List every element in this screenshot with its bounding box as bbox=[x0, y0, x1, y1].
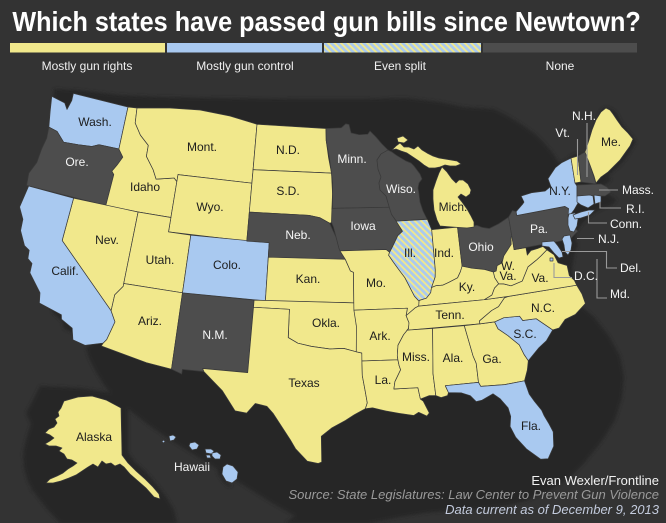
svg-text:La.: La. bbox=[375, 373, 392, 387]
svg-text:Kan.: Kan. bbox=[296, 272, 321, 286]
svg-text:Wiso.: Wiso. bbox=[386, 182, 416, 196]
svg-text:Mont.: Mont. bbox=[187, 140, 217, 154]
svg-text:R.I.: R.I. bbox=[626, 202, 645, 216]
svg-text:Even split: Even split bbox=[374, 59, 427, 73]
svg-text:N.C.: N.C. bbox=[531, 301, 555, 315]
svg-text:N.M.: N.M. bbox=[202, 328, 227, 342]
svg-text:Mo.: Mo. bbox=[366, 276, 386, 290]
svg-text:Evan Wexler/Frontline: Evan Wexler/Frontline bbox=[531, 473, 659, 488]
svg-text:Ga.: Ga. bbox=[482, 352, 501, 366]
svg-text:Colo.: Colo. bbox=[213, 258, 241, 272]
svg-text:Okla.: Okla. bbox=[312, 316, 340, 330]
svg-text:S.C.: S.C. bbox=[513, 327, 536, 341]
svg-text:Va.: Va. bbox=[531, 271, 548, 285]
svg-text:Utah.: Utah. bbox=[146, 253, 175, 267]
svg-text:Mostly gun rights: Mostly gun rights bbox=[42, 59, 133, 73]
svg-text:W.: W. bbox=[501, 259, 515, 273]
svg-text:Ill.: Ill. bbox=[404, 246, 416, 260]
svg-text:Texas: Texas bbox=[288, 376, 319, 390]
svg-text:Nev.: Nev. bbox=[95, 233, 119, 247]
svg-text:N.D.: N.D. bbox=[276, 143, 300, 157]
svg-text:Fla.: Fla. bbox=[521, 419, 541, 433]
svg-text:Ala.: Ala. bbox=[443, 351, 464, 365]
svg-text:D.C.: D.C. bbox=[574, 269, 598, 283]
svg-text:Ind.: Ind. bbox=[434, 246, 454, 260]
svg-text:Conn.: Conn. bbox=[610, 217, 642, 231]
svg-text:Alaska: Alaska bbox=[76, 430, 112, 444]
svg-text:Idaho: Idaho bbox=[130, 180, 160, 194]
svg-text:Calif.: Calif. bbox=[51, 264, 78, 278]
svg-text:Pa.: Pa. bbox=[530, 222, 548, 236]
svg-text:Neb.: Neb. bbox=[285, 228, 310, 242]
svg-text:Ariz.: Ariz. bbox=[138, 314, 162, 328]
svg-text:S.D.: S.D. bbox=[276, 184, 299, 198]
svg-text:Mostly gun control: Mostly gun control bbox=[196, 59, 293, 73]
svg-text:Del.: Del. bbox=[620, 261, 641, 275]
svg-text:Mich.: Mich. bbox=[439, 200, 468, 214]
svg-text:Ohio: Ohio bbox=[468, 240, 494, 254]
svg-text:Vt.: Vt. bbox=[555, 126, 570, 140]
svg-text:Wyo.: Wyo. bbox=[196, 200, 223, 214]
svg-text:Iowa: Iowa bbox=[350, 219, 376, 233]
svg-text:Va.: Va. bbox=[499, 269, 516, 283]
svg-text:Ore.: Ore. bbox=[65, 155, 88, 169]
svg-text:N.Y.: N.Y. bbox=[549, 184, 571, 198]
svg-text:Ky.: Ky. bbox=[459, 280, 475, 294]
svg-text:Md.: Md. bbox=[610, 287, 630, 301]
svg-text:Ark.: Ark. bbox=[369, 329, 390, 343]
svg-text:Data current as of December 9,: Data current as of December 9, 2013 bbox=[445, 502, 660, 517]
svg-text:Wash.: Wash. bbox=[78, 115, 112, 129]
svg-text:Minn.: Minn. bbox=[337, 152, 366, 166]
svg-text:None: None bbox=[546, 59, 575, 73]
svg-text:Hawaii: Hawaii bbox=[174, 460, 210, 474]
svg-text:Source: State Legislatures: La: Source: State Legislatures: Law Center t… bbox=[289, 487, 659, 502]
svg-text:Mass.: Mass. bbox=[622, 183, 654, 197]
svg-text:N.J.: N.J. bbox=[598, 232, 619, 246]
svg-text:Miss.: Miss. bbox=[402, 350, 430, 364]
svg-text:Tenn.: Tenn. bbox=[435, 308, 464, 322]
svg-text:Me.: Me. bbox=[601, 135, 621, 149]
svg-text:N.H.: N.H. bbox=[572, 109, 596, 123]
svg-text:Which states have passed gun b: Which states have passed gun bills since… bbox=[12, 6, 640, 38]
